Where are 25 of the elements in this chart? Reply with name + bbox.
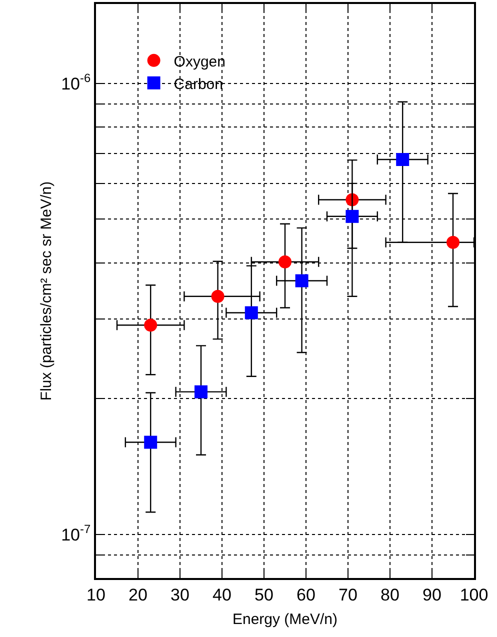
point xyxy=(144,436,158,449)
point xyxy=(144,318,158,332)
point xyxy=(346,210,359,223)
x-tick-label: 100 xyxy=(460,585,488,604)
y-tick-label: 10$^{-7}$ xyxy=(61,522,91,544)
y-tick-label: 10$^{-6}$ xyxy=(61,71,91,94)
point xyxy=(396,153,410,166)
point xyxy=(194,385,208,398)
y-axis-title: Flux (particles/cm² sec sr MeV/n) xyxy=(38,181,55,401)
x-tick-label: 20 xyxy=(128,585,148,604)
point xyxy=(211,290,224,303)
x-tick-label: 30 xyxy=(170,585,190,604)
x-axis-title: Energy (MeV/n) xyxy=(232,610,338,628)
point xyxy=(446,236,460,249)
x-tick-label: 50 xyxy=(254,585,274,604)
x-tick-label: 40 xyxy=(212,585,232,604)
x-tick-label: 10 xyxy=(86,585,106,604)
x-tick-label: 70 xyxy=(338,585,358,604)
point xyxy=(278,255,292,268)
point xyxy=(295,274,308,288)
point xyxy=(244,306,258,320)
x-tick-label: 60 xyxy=(296,585,316,604)
legend-label: Oxygen xyxy=(174,53,226,70)
x-tick-label: 80 xyxy=(380,585,400,604)
x-tick-label: 90 xyxy=(422,585,442,604)
